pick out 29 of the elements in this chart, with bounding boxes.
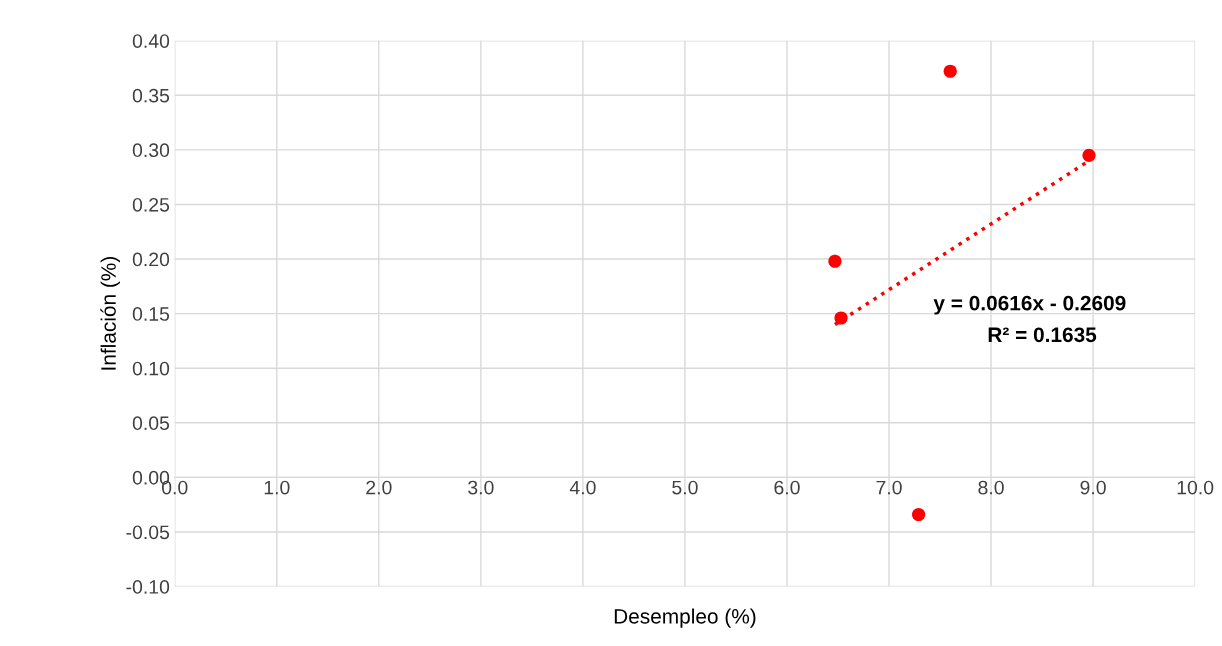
x-tick-label: 1.0 bbox=[264, 480, 290, 495]
x-tick-label: 2.0 bbox=[366, 480, 392, 495]
y-tick-label: 0.05 bbox=[132, 416, 170, 431]
x-tick-label: 6.0 bbox=[774, 480, 800, 495]
point bbox=[1082, 148, 1096, 162]
point bbox=[943, 64, 957, 78]
y-tick-label: 0.35 bbox=[132, 88, 170, 103]
y-tick-label: 0.40 bbox=[132, 34, 170, 48]
x-tick-label: 10.0 bbox=[1177, 480, 1214, 495]
y-tick-label: -0.10 bbox=[126, 580, 170, 594]
x-tick-label: 7.0 bbox=[876, 480, 902, 495]
annotation: R² = 0.1635 bbox=[988, 327, 1097, 343]
y-tick-label: 0.30 bbox=[132, 143, 170, 158]
y-tick-label: 0.10 bbox=[132, 361, 170, 376]
x-axis-title: Desempleo (%) bbox=[614, 608, 756, 628]
y-tick-label: 0.20 bbox=[132, 252, 170, 267]
y-tick-label: 0.25 bbox=[132, 197, 170, 212]
point bbox=[912, 507, 926, 522]
annotation: y = 0.0616x - 0.2609 bbox=[933, 295, 1126, 315]
point bbox=[834, 311, 848, 325]
x-tick-label: 9.0 bbox=[1080, 480, 1106, 495]
x-tick-label: 4.0 bbox=[569, 480, 596, 495]
y-axis-title: Inflación (%) bbox=[100, 257, 120, 370]
y-tick-label: -0.05 bbox=[126, 525, 170, 540]
x-tick-label: 5.0 bbox=[672, 480, 698, 495]
x-tick-label: 8.0 bbox=[978, 480, 1004, 495]
point bbox=[828, 254, 842, 268]
x-tick-label: 3.0 bbox=[468, 480, 494, 495]
y-tick-label: 0.15 bbox=[132, 307, 170, 321]
